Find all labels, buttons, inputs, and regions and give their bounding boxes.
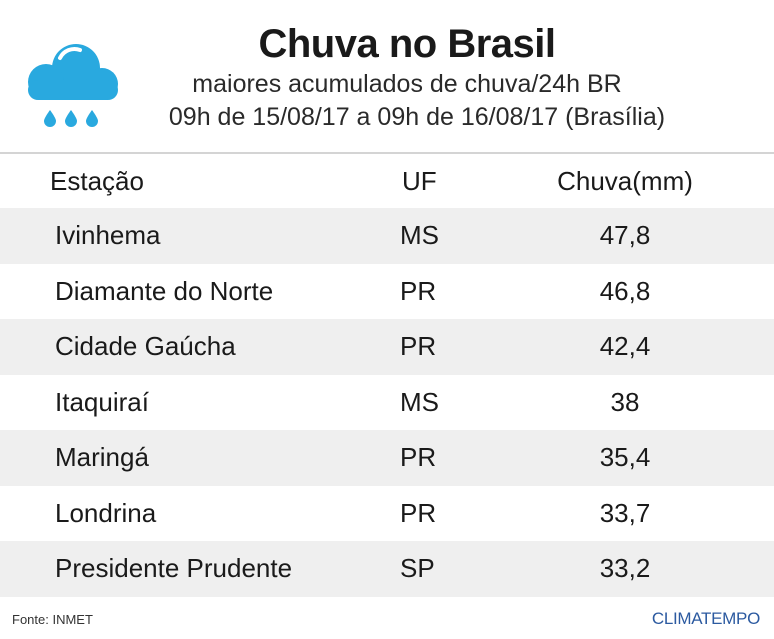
rain-cell: 38	[610, 386, 640, 417]
page-subtitle: maiores acumulados de chuva/24h BR	[192, 70, 622, 98]
rain-table: Estação UF Chuva(mm) Ivinhema MS 47,8 Di…	[0, 154, 774, 597]
column-header-station: Estação	[50, 165, 144, 196]
station-cell: Itaquiraí	[55, 386, 149, 417]
column-header-uf: UF	[402, 165, 437, 196]
rain-cell: 33,7	[599, 497, 651, 528]
rain-cell: 33,2	[599, 553, 651, 584]
table-header-row: Estação UF Chuva(mm)	[0, 154, 774, 208]
uf-cell: PR	[400, 275, 437, 306]
table-row: Ivinhema MS 47,8	[0, 208, 774, 264]
rain-cell: 42,4	[599, 331, 651, 362]
header-divider	[0, 152, 774, 154]
table-row: Presidente Prudente SP 33,2	[0, 541, 774, 597]
station-cell: Londrina	[55, 497, 157, 528]
table-row: Londrina PR 33,7	[0, 486, 774, 542]
page-title: Chuva no Brasil	[258, 22, 556, 66]
uf-cell: MS	[400, 220, 439, 251]
station-cell: Maringá	[55, 442, 149, 473]
source-credit: Fonte: INMET	[12, 612, 93, 627]
station-cell: Diamante do Norte	[55, 275, 274, 306]
header: Chuva no Brasil maiores acumulados de ch…	[0, 0, 774, 150]
rain-cloud-icon	[28, 44, 118, 127]
station-cell: Ivinhema	[55, 220, 161, 251]
uf-cell: SP	[400, 553, 435, 584]
uf-cell: MS	[400, 386, 439, 417]
station-cell: Presidente Prudente	[55, 553, 293, 584]
rain-cell: 35,4	[599, 442, 651, 473]
table-row: Maringá PR 35,4	[0, 430, 774, 486]
period-text: 09h de 15/08/17 a 09h de 16/08/17 (Brasí…	[168, 103, 666, 131]
table-row: Itaquiraí MS 38	[0, 375, 774, 431]
rain-cell: 46,8	[599, 275, 651, 306]
uf-cell: PR	[400, 497, 437, 528]
rain-cell: 47,8	[599, 220, 651, 251]
table-row: Diamante do Norte PR 46,8	[0, 264, 774, 320]
table-row: Cidade Gaúcha PR 42,4	[0, 319, 774, 375]
column-header-rain: Chuva(mm)	[557, 165, 693, 196]
uf-cell: PR	[400, 442, 437, 473]
station-cell: Cidade Gaúcha	[55, 331, 236, 362]
brand-logo: CLIMATEMPO	[651, 609, 760, 628]
uf-cell: PR	[400, 331, 437, 362]
